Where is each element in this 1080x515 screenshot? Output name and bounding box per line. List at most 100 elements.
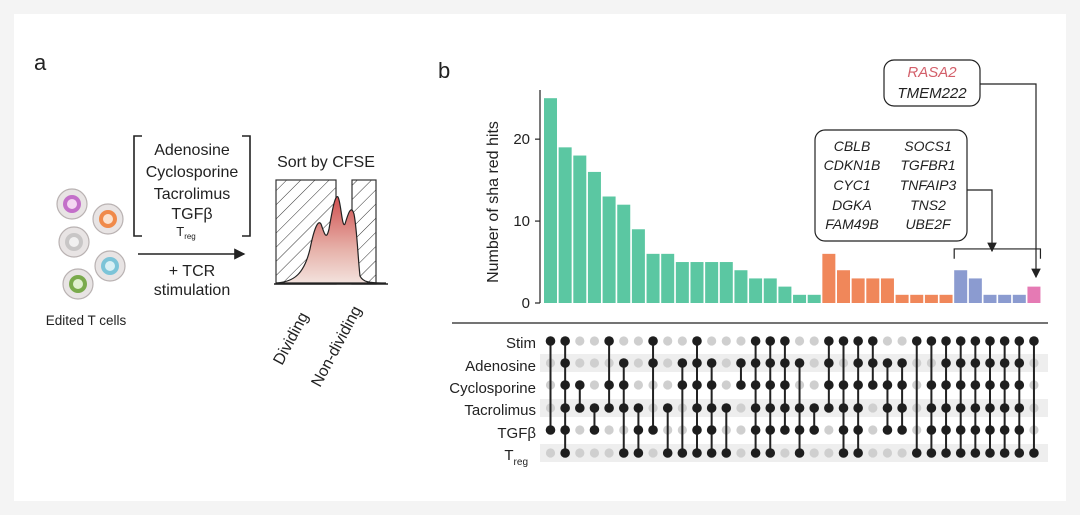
matrix-dot-filled — [853, 448, 863, 458]
matrix-dot-filled — [1014, 358, 1025, 368]
matrix-dot-empty — [721, 380, 731, 390]
bar — [587, 171, 601, 303]
gene-rasa2: RASA2 — [907, 64, 957, 81]
matrix-dot-filled — [1029, 448, 1039, 458]
matrix-dot-filled — [897, 425, 907, 435]
matrix-dot-filled — [560, 448, 570, 458]
panel-b-label: b — [438, 58, 450, 83]
matrix-dot-filled — [911, 336, 922, 346]
y-ticks: 0 10 20 — [513, 131, 540, 312]
matrix-dot-filled — [809, 403, 819, 413]
bar — [749, 278, 763, 303]
row-label-stim: Stim — [506, 335, 536, 352]
matrix-dot-filled — [648, 358, 658, 368]
matrix-dot-filled — [780, 336, 790, 346]
matrix-dot-filled — [794, 448, 805, 458]
condition-tacrolimus: Tacrolimus — [154, 186, 230, 203]
matrix-dot-filled — [941, 336, 951, 346]
gene-socs1: SOCS1 — [904, 138, 951, 154]
cell-grey — [58, 226, 90, 258]
matrix-dot-filled — [955, 448, 966, 458]
matrix-dot-empty — [736, 448, 746, 458]
condition-treg: Treg — [176, 224, 196, 241]
matrix-dot-filled — [853, 336, 863, 346]
bar — [793, 294, 807, 303]
matrix-dot-filled — [677, 380, 688, 390]
cfse-peaks — [275, 196, 387, 284]
matrix-dot-filled — [560, 403, 570, 413]
matrix-dot-filled — [838, 380, 849, 390]
bar — [661, 253, 675, 303]
bar — [910, 294, 924, 303]
matrix-dot-empty — [663, 358, 673, 368]
matrix-dot-filled — [560, 336, 570, 346]
bar — [866, 278, 880, 303]
matrix-dot-filled — [589, 425, 600, 435]
matrix-dot-filled — [706, 448, 717, 458]
matrix-dot-filled — [633, 403, 644, 413]
matrix-dot-filled — [1014, 425, 1025, 435]
matrix-dot-filled — [970, 358, 981, 368]
matrix-dot-filled — [985, 425, 995, 435]
matrix-dot-empty — [721, 336, 731, 346]
matrix-dot-filled — [706, 425, 717, 435]
matrix-dot-filled — [882, 403, 893, 413]
matrix-dot-filled — [794, 358, 805, 368]
matrix-dot-filled — [824, 358, 834, 368]
matrix-dot-empty — [736, 403, 746, 413]
left-bracket — [133, 135, 142, 237]
matrix-dot-filled — [955, 358, 966, 368]
matrix-dot-filled — [970, 336, 981, 346]
matrix-dot-filled — [868, 336, 878, 346]
bar — [837, 270, 850, 303]
matrix-dot-filled — [750, 425, 761, 435]
cell-green — [62, 268, 94, 300]
matrix-dot-empty — [575, 448, 585, 458]
matrix-dot-empty — [604, 448, 614, 458]
bar — [1027, 286, 1041, 303]
matrix-dot-filled — [780, 358, 790, 368]
bar — [1012, 294, 1026, 303]
matrix-dot-filled — [589, 403, 600, 413]
matrix-dot-filled — [985, 336, 995, 346]
bar — [954, 270, 968, 303]
matrix-dot-filled — [882, 358, 893, 368]
panel-a-label: a — [34, 50, 47, 75]
matrix-dot-empty — [882, 448, 893, 458]
condition-tgfb: TGFβ — [171, 206, 212, 223]
matrix-dot-empty — [545, 448, 556, 458]
matrix-dot-filled — [1014, 448, 1025, 458]
bar — [778, 286, 792, 303]
matrix-dot-filled — [926, 425, 937, 435]
matrix-dot-filled — [765, 358, 776, 368]
bar — [763, 278, 777, 303]
matrix-dot-empty — [589, 448, 600, 458]
matrix-dot-filled — [618, 358, 629, 368]
bar-chart: Number of sha red hits 0 10 20 — [485, 90, 1042, 312]
bar — [895, 294, 909, 303]
matrix-dot-filled — [692, 358, 702, 368]
matrix-dot-filled — [941, 358, 951, 368]
matrix-dot-filled — [692, 403, 702, 413]
matrix-dot-filled — [868, 380, 878, 390]
matrix-dot-filled — [692, 380, 702, 390]
matrix-dot-empty — [589, 358, 600, 368]
matrix-dot-filled — [780, 403, 790, 413]
matrix-dot-filled — [824, 336, 834, 346]
matrix-dot-filled — [545, 336, 556, 346]
tcr-label-line2: stimulation — [154, 282, 230, 299]
cell-magenta — [56, 188, 88, 220]
matrix-dot-empty — [809, 448, 819, 458]
callout-genes-box — [814, 129, 968, 242]
matrix-dot-empty — [619, 336, 629, 346]
bar — [880, 278, 894, 303]
panel-b: b Number of sha red hits 0 10 20 RASA2 TME… — [438, 58, 1048, 468]
matrix-dot-filled — [897, 380, 907, 390]
matrix-dot-filled — [955, 403, 966, 413]
matrix-dot-filled — [706, 403, 717, 413]
gene-tns2: TNS2 — [910, 197, 946, 213]
matrix-dot-empty — [589, 380, 600, 390]
figure-canvas: a Adenosine Cyclosporine Tacrolimus TGFβ… — [34, 50, 1048, 468]
matrix-dot-filled — [677, 358, 688, 368]
callout-genes-arrow — [967, 189, 997, 253]
